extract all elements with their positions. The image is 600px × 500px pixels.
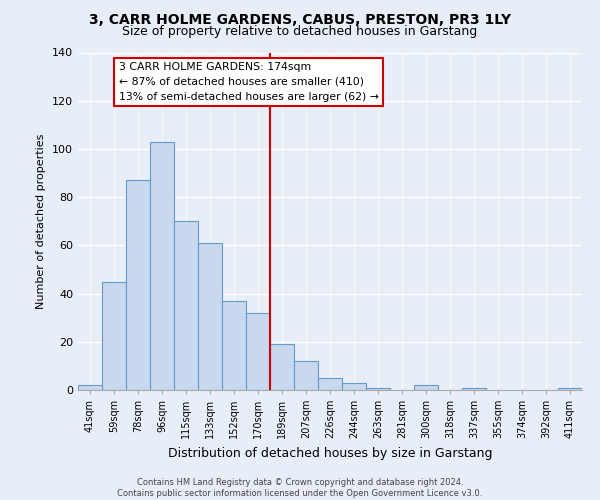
Text: 3 CARR HOLME GARDENS: 174sqm
← 87% of detached houses are smaller (410)
13% of s: 3 CARR HOLME GARDENS: 174sqm ← 87% of de… bbox=[119, 62, 379, 102]
Text: Contains HM Land Registry data © Crown copyright and database right 2024.
Contai: Contains HM Land Registry data © Crown c… bbox=[118, 478, 482, 498]
Bar bbox=[270, 344, 294, 390]
Bar bbox=[222, 301, 246, 390]
Bar bbox=[150, 142, 174, 390]
Bar bbox=[78, 385, 102, 390]
Bar bbox=[126, 180, 150, 390]
Bar bbox=[558, 388, 582, 390]
Y-axis label: Number of detached properties: Number of detached properties bbox=[37, 134, 46, 309]
Bar bbox=[294, 361, 318, 390]
Bar bbox=[246, 313, 270, 390]
Bar bbox=[366, 388, 390, 390]
Bar bbox=[102, 282, 126, 390]
Bar bbox=[342, 383, 366, 390]
Bar bbox=[414, 385, 438, 390]
Bar bbox=[174, 221, 198, 390]
Text: Size of property relative to detached houses in Garstang: Size of property relative to detached ho… bbox=[122, 25, 478, 38]
Bar bbox=[198, 243, 222, 390]
Text: 3, CARR HOLME GARDENS, CABUS, PRESTON, PR3 1LY: 3, CARR HOLME GARDENS, CABUS, PRESTON, P… bbox=[89, 12, 511, 26]
Bar bbox=[318, 378, 342, 390]
X-axis label: Distribution of detached houses by size in Garstang: Distribution of detached houses by size … bbox=[168, 446, 492, 460]
Bar bbox=[462, 388, 486, 390]
